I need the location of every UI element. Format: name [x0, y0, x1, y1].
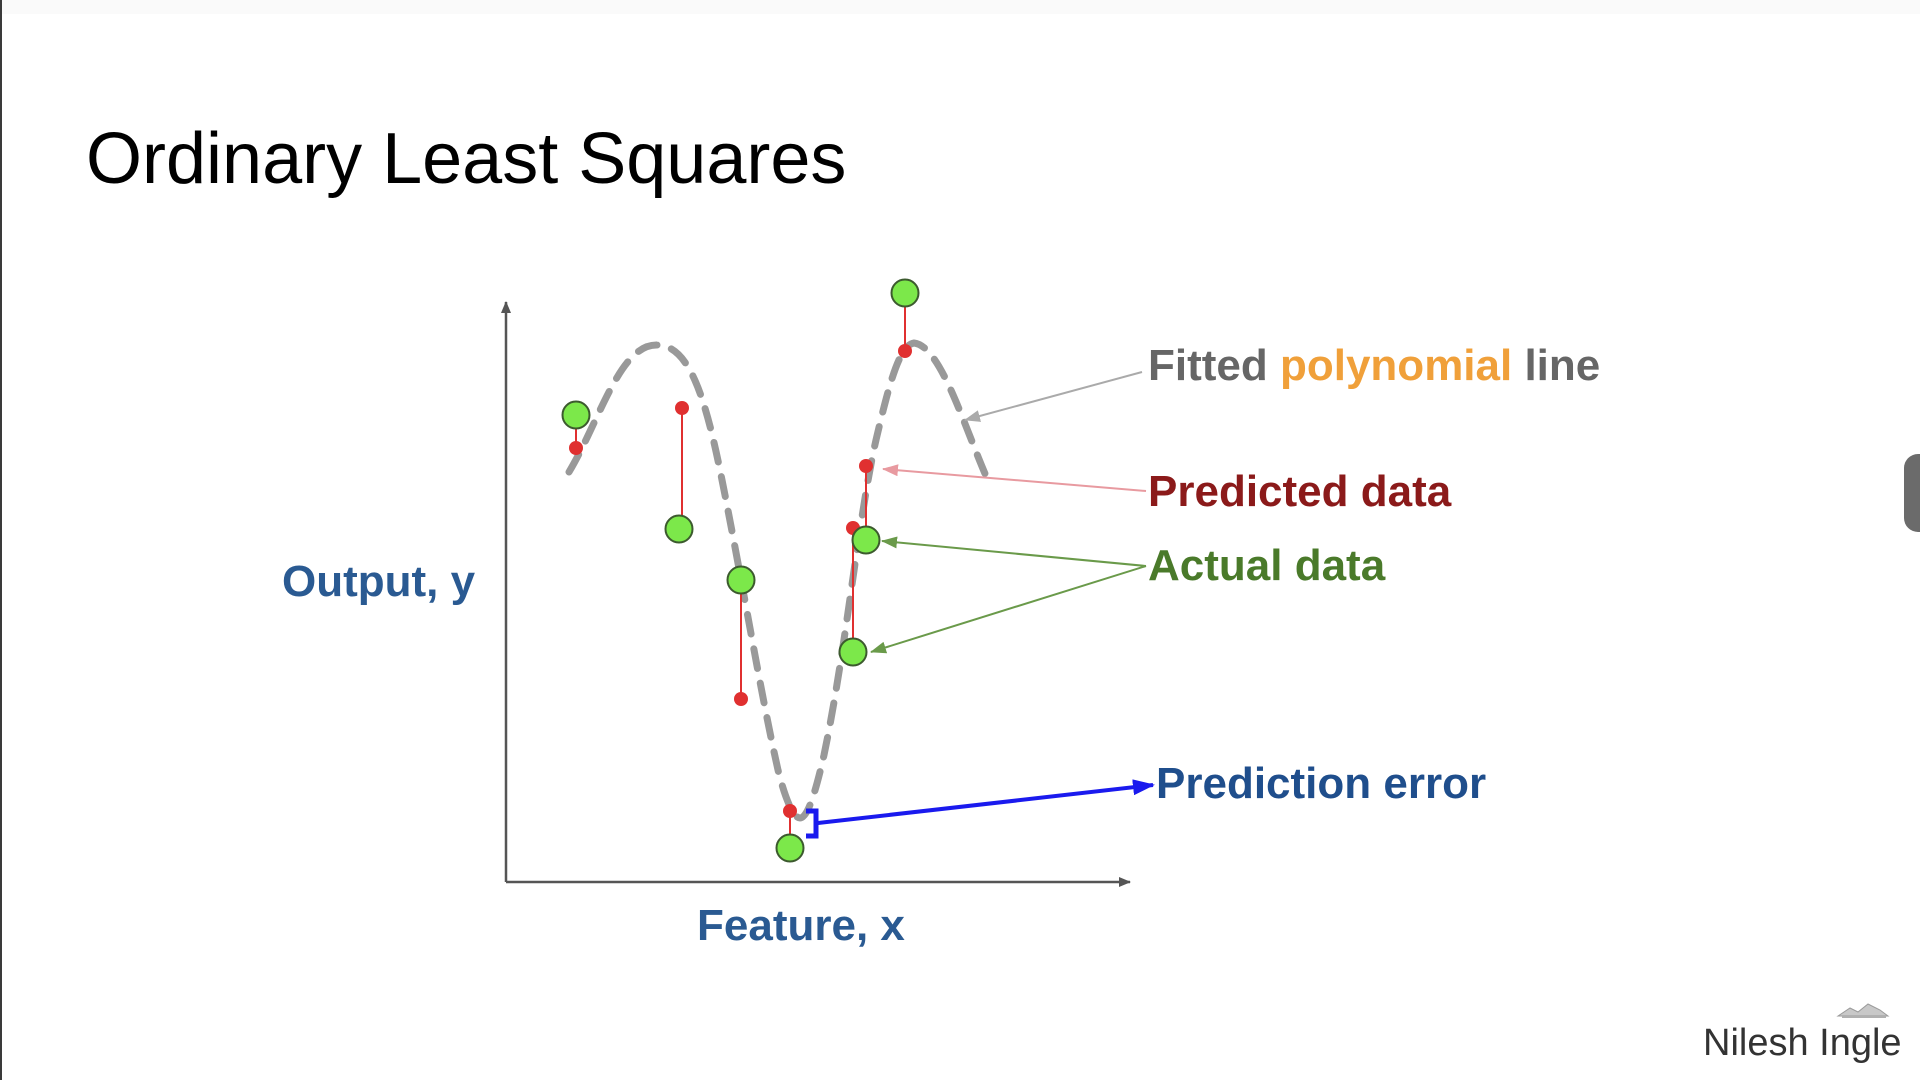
actual-points	[561, 278, 920, 863]
actual-data-label: Actual data	[1148, 541, 1386, 590]
error-bracket	[806, 808, 819, 839]
predicted-point	[898, 344, 912, 358]
fitted-label-suffix: line	[1512, 341, 1601, 390]
actual-point	[890, 278, 920, 308]
predicted-point	[675, 401, 689, 415]
prediction-error-arrow	[817, 779, 1155, 825]
predicted-data-label: Predicted data	[1148, 467, 1452, 516]
actual-point	[561, 400, 591, 430]
predicted-data-arrow	[882, 464, 1147, 492]
actual-point	[838, 637, 868, 667]
predicted-point	[734, 692, 748, 706]
slide-title: Ordinary Least Squares	[86, 119, 847, 199]
actual-data-arrow-upper	[881, 536, 1147, 567]
actual-data-arrow-lower	[870, 565, 1147, 654]
predicted-points	[569, 344, 912, 818]
fitted-polynomial-line-label: Fitted polynomial line	[1148, 340, 1600, 392]
actual-point	[664, 514, 694, 544]
actual-point	[726, 565, 756, 595]
prediction-error-label: Prediction error	[1156, 759, 1487, 808]
x-axis-label: Feature, x	[697, 901, 905, 950]
top-strip	[0, 0, 1920, 14]
presenter-name: Nilesh Ingle	[1703, 1022, 1902, 1064]
predicted-point	[569, 441, 583, 455]
side-panel-handle[interactable]	[1904, 454, 1920, 532]
predicted-point	[783, 804, 797, 818]
fitted-polynomial-curve	[565, 339, 990, 822]
actual-point	[775, 833, 805, 863]
presenter-logo-icon	[1836, 1003, 1890, 1018]
actual-point	[851, 525, 881, 555]
left-window-edge	[0, 0, 2, 1080]
fitted-label-prefix: Fitted	[1148, 341, 1280, 390]
y-axis-label: Output, y	[282, 557, 476, 606]
fitted-line-arrow	[964, 371, 1143, 422]
fitted-label-accent: polynomial	[1279, 341, 1513, 390]
predicted-point	[859, 459, 873, 473]
